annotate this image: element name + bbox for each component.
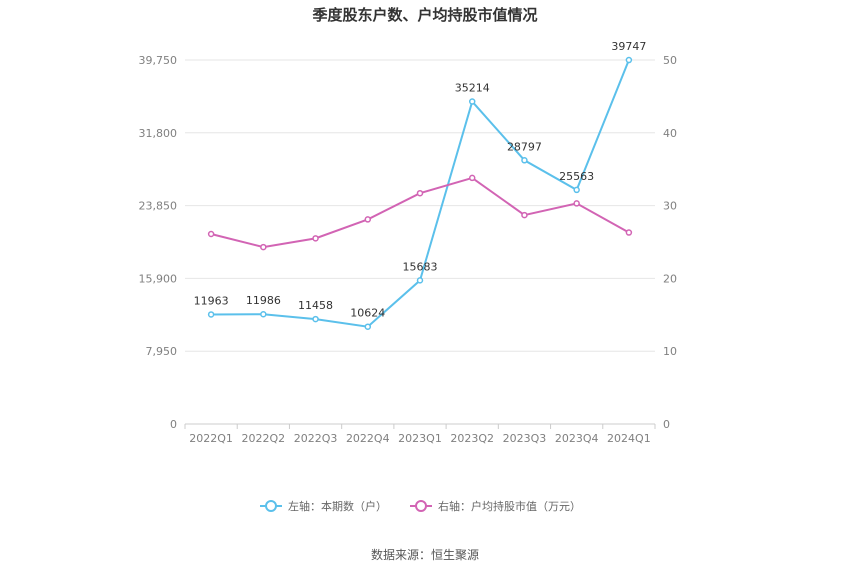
data-label: 10624 [350, 307, 385, 320]
x-tick-label: 2022Q4 [346, 432, 390, 445]
right-tick-label: 10 [663, 345, 677, 358]
x-axis-ticks: 2022Q1 2022Q2 2022Q3 2022Q4 2023Q1 2023Q2 2023… [184, 423, 656, 445]
data-label: 15683 [403, 260, 438, 273]
point-left [312, 315, 319, 323]
x-tick-label: 2022Q2 [242, 432, 286, 445]
grid-lines [185, 59, 655, 352]
x-tick-label: 2023Q1 [398, 432, 442, 445]
data-label: 11986 [246, 294, 281, 307]
point-right [416, 189, 424, 197]
right-tick-label: 40 [663, 127, 677, 140]
point-right [625, 229, 633, 236]
right-tick-label: 30 [663, 200, 677, 213]
right-tick-label: 20 [663, 272, 677, 285]
point-right [573, 200, 580, 207]
left-axis-ticks: 0 7,950 15,900 23,850 31,800 39,750 [139, 54, 178, 431]
right-tick-label: 50 [663, 54, 677, 67]
left-tick-label: 0 [170, 418, 177, 431]
point-right [521, 211, 528, 219]
left-tick-label: 23,850 [139, 200, 178, 213]
data-label: 11458 [298, 299, 333, 312]
legend-marker-left [265, 500, 277, 512]
data-label: 35214 [455, 82, 490, 95]
x-tick-label: 2022Q1 [189, 432, 233, 445]
point-left [260, 310, 267, 318]
x-tick-label: 2023Q2 [450, 432, 494, 445]
chart-title: 季度股东户数、户均持股市值情况 [312, 6, 537, 24]
x-tick-label: 2023Q3 [503, 432, 547, 445]
legend-label-right: 右轴：户均持股市值（万元） [438, 499, 581, 513]
point-right [207, 230, 215, 238]
point-left [625, 56, 633, 64]
point-left [416, 277, 424, 284]
data-label: 39747 [611, 40, 646, 53]
point-left [573, 186, 580, 194]
series-layer [207, 56, 633, 330]
point-left [207, 311, 215, 318]
point-right [260, 243, 267, 251]
legend: 左轴：本期数（户） 右轴：户均持股市值（万元） [260, 499, 581, 513]
series-line-right [210, 176, 630, 249]
legend-marker-right [415, 500, 427, 512]
point-right [364, 216, 372, 223]
x-tick-label: 2022Q3 [294, 432, 338, 445]
data-label: 11963 [194, 294, 229, 307]
x-tick-label: 2024Q1 [607, 432, 651, 445]
data-labels: 11963 11986 11458 10624 15683 35214 28797 25563… [194, 40, 647, 320]
legend-label-left: 左轴：本期数（户） [288, 499, 387, 513]
source-note: 数据来源：恒生聚源 [371, 547, 479, 562]
left-tick-label: 15,900 [139, 272, 178, 285]
right-axis-ticks: 0 10 20 30 40 50 [663, 54, 677, 431]
point-left [468, 98, 476, 105]
left-tick-label: 7,950 [146, 345, 178, 358]
data-label: 28797 [507, 140, 542, 153]
right-tick-label: 0 [663, 418, 670, 431]
point-left [364, 323, 372, 330]
point-left [521, 157, 528, 164]
left-tick-label: 31,800 [139, 127, 178, 140]
point-right [312, 235, 319, 242]
point-right [468, 174, 476, 182]
left-tick-label: 39,750 [139, 54, 178, 67]
data-label: 25563 [559, 170, 594, 183]
x-tick-label: 2023Q4 [555, 432, 599, 445]
